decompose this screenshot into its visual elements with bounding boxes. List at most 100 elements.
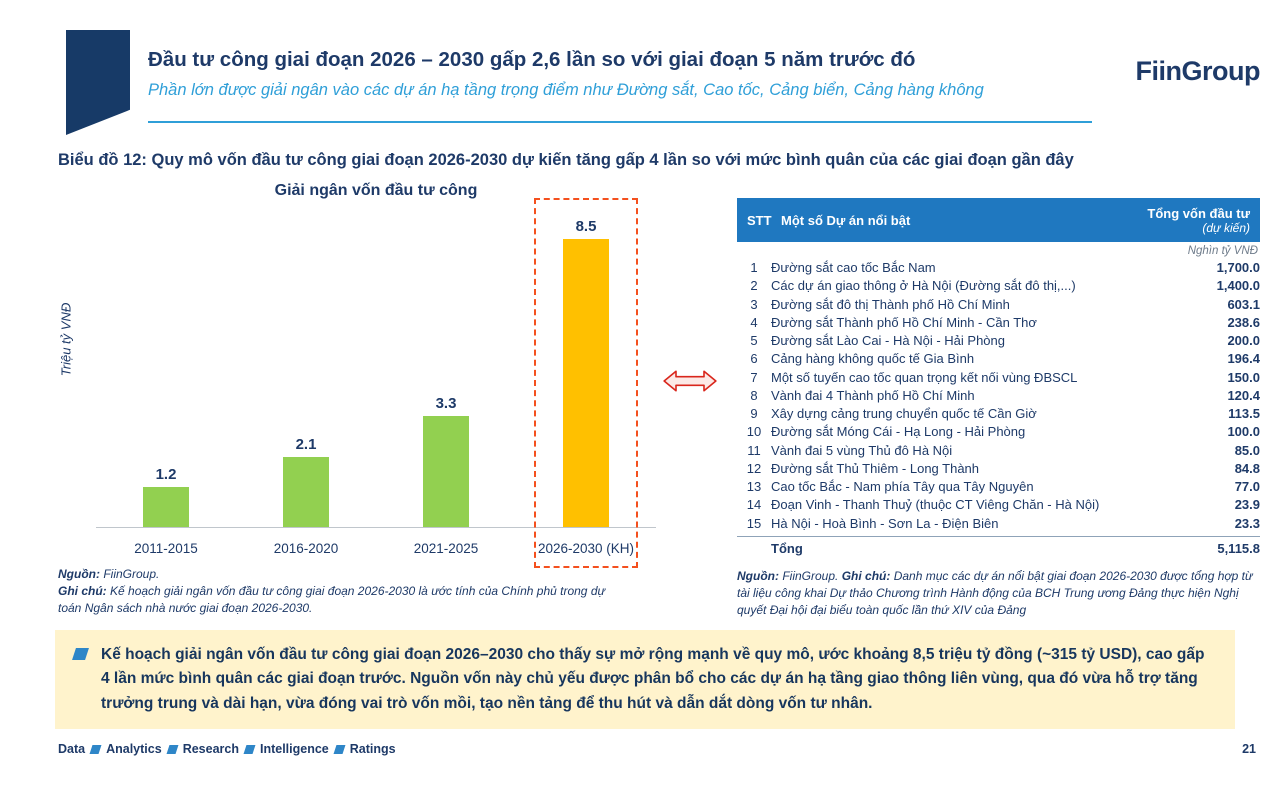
table-row: 15 Hà Nội - Hoà Bình - Sơn La - Điện Biên…	[737, 515, 1260, 533]
cell-value: 100.0	[1227, 424, 1260, 440]
bullet-flag-icon	[72, 648, 89, 660]
cell-value: 85.0	[1234, 442, 1260, 458]
footer-nav: Data Analytics Research Intelligence Ratings	[58, 742, 402, 756]
source-label: Nguồn:	[737, 569, 779, 583]
cell-project: Xây dựng cảng trung chuyển quốc tế Cần G…	[771, 406, 1037, 421]
table-header: STT Một số Dự án nổi bật Tổng vốn đầu tư…	[737, 198, 1260, 242]
page-title: Đầu tư công giai đoạn 2026 – 2030 gấp 2,…	[148, 48, 916, 71]
cell-stt: 4	[750, 314, 758, 330]
bar	[283, 457, 329, 528]
cell-stt: 11	[747, 442, 761, 458]
page-number: 21	[1242, 742, 1256, 756]
footer-item: Research	[182, 742, 239, 756]
summary-text: Kế hoạch giải ngân vốn đầu tư công giai …	[101, 646, 1205, 712]
footer-item: Analytics	[106, 742, 162, 756]
table-row: 13 Cao tốc Bắc - Nam phía Tây qua Tây Ngu…	[737, 478, 1260, 496]
cell-project: Cảng hàng không quốc tế Gia Bình	[771, 351, 975, 367]
bar-category-label: 2026-2030 (KH)	[537, 540, 635, 556]
cell-value: 196.4	[1227, 351, 1260, 367]
cell-value: 23.9	[1234, 497, 1260, 513]
cell-stt: 6	[750, 351, 758, 367]
table-row: 12 Đường sắt Thủ Thiêm - Long Thành 84.8	[737, 460, 1260, 478]
footer-item: Intelligence	[259, 742, 329, 756]
header-project: Một số Dự án nổi bật	[781, 212, 911, 228]
cell-project: Đoạn Vinh - Thanh Thuỷ (thuộc CT Viêng C…	[771, 497, 1100, 513]
total-value: 5,115.8	[1217, 540, 1260, 556]
cell-value: 113.5	[1228, 406, 1260, 421]
summary-box: Kế hoạch giải ngân vốn đầu tư công giai …	[55, 630, 1235, 730]
table-row: 7 Một số tuyến cao tốc quan trọng kết nối…	[737, 369, 1260, 387]
cell-value: 200.0	[1227, 333, 1260, 348]
cell-project: Vành đai 4 Thành phố Hồ Chí Minh	[771, 387, 975, 403]
table-row: 4 Đường sắt Thành phố Hồ Chí Minh - Cần T…	[737, 314, 1260, 332]
cell-value: 1,400.0	[1216, 278, 1260, 294]
cell-value: 77.0	[1234, 479, 1260, 494]
cell-stt: 3	[750, 296, 758, 312]
table-row: 2 Các dự án giao thông ở Hà Nội (Đường sắ…	[737, 277, 1260, 295]
cell-value: 1,700.0	[1216, 260, 1260, 275]
table-row: 9 Xây dựng cảng trung chuyển quốc tế Cần …	[737, 405, 1260, 423]
source-text: FiinGroup.	[778, 569, 842, 583]
bar-group: 1.2 2011-2015	[96, 214, 236, 562]
bar-group: 8.5 2026-2030 (KH)	[516, 214, 656, 562]
bar-category-label: 2011-2015	[134, 540, 198, 556]
cell-project: Đường sắt Thành phố Hồ Chí Minh - Cần Th…	[771, 314, 1037, 330]
table-row: 10 Đường sắt Móng Cái - Hạ Long - Hải Phò…	[737, 423, 1260, 441]
cell-project: Đường sắt Móng Cái - Hạ Long - Hải Phòng	[771, 424, 1026, 440]
source-note-left: Nguồn: FiinGroup. Ghi chú: Kế hoạch giải…	[58, 566, 618, 617]
bar	[143, 487, 189, 528]
cell-value: 238.6	[1227, 314, 1260, 330]
cell-project: Các dự án giao thông ở Hà Nội (Đường sắt…	[771, 278, 1076, 294]
bar-value-label: 8.5	[575, 218, 597, 235]
cell-value: 603.1	[1227, 296, 1260, 312]
header-flag-decoration	[66, 30, 130, 135]
cell-value: 120.4	[1227, 387, 1260, 403]
cell-value: 23.3	[1234, 515, 1260, 531]
cell-value: 84.8	[1234, 460, 1260, 476]
source-text: FiinGroup.	[99, 567, 160, 581]
bar	[563, 239, 609, 528]
header: Đầu tư công giai đoạn 2026 – 2030 gấp 2,…	[148, 48, 1108, 100]
cell-project: Đường sắt đô thị Thành phố Hồ Chí Minh	[771, 296, 1010, 312]
cell-project: Đường sắt Thủ Thiêm - Long Thành	[771, 460, 980, 476]
footer-separator-icon	[243, 744, 256, 754]
footer-separator-icon	[166, 744, 179, 754]
note-label: Ghi chú:	[841, 569, 891, 583]
table-total-row: Tổng 5,115.8	[737, 535, 1260, 556]
footer-item: Ratings	[349, 742, 396, 756]
header-value: Tổng vốn đầu tư (dự kiến)	[1140, 206, 1250, 235]
cell-stt: 2	[750, 278, 758, 294]
cell-stt: 15	[746, 515, 762, 531]
cell-stt: 7	[750, 369, 758, 385]
double-arrow-icon	[662, 366, 718, 396]
note-label: Ghi chú:	[58, 584, 107, 599]
table-row: 6 Cảng hàng không quốc tế Gia Bình 196.4	[737, 350, 1260, 368]
cell-project: Vành đai 5 vùng Thủ đô Hà Nội	[771, 442, 953, 458]
bar-value-label: 2.1	[295, 436, 317, 453]
header-stt: STT	[747, 212, 772, 228]
source-line: Nguồn: FiinGroup.	[58, 566, 618, 583]
footer-separator-icon	[89, 744, 102, 754]
cell-stt: 9	[750, 406, 758, 421]
source-label: Nguồn:	[58, 567, 100, 581]
cell-stt: 13	[746, 479, 762, 494]
cell-project: Đường sắt Lào Cai - Hà Nội - Hải Phòng	[771, 333, 1005, 348]
bar-value-label: 1.2	[155, 466, 177, 483]
note-text: Kế hoạch giải ngân vốn đầu tư công giai …	[58, 584, 606, 616]
bar-chart: Triệu tỷ VNĐ Giải ngân vốn đầu tư công 1…	[59, 182, 663, 568]
total-stt-spacer	[737, 541, 771, 556]
note-line: Ghi chú: Kế hoạch giải ngân vốn đầu tư c…	[58, 583, 618, 617]
header-divider	[148, 121, 1092, 123]
cell-stt: 12	[746, 460, 762, 476]
bar-value-label: 3.3	[435, 395, 457, 412]
projects-table: STT Một số Dự án nổi bật Tổng vốn đầu tư…	[737, 198, 1260, 556]
cell-stt: 5	[750, 333, 758, 348]
bar-group: 3.3 2021-2025	[376, 214, 516, 562]
bar-group: 2.1 2016-2020	[236, 214, 376, 562]
cell-stt: 14	[746, 497, 762, 513]
chart-title: Giải ngân vốn đầu tư công	[274, 182, 478, 199]
bar	[423, 416, 469, 528]
cell-project: Một số tuyến cao tốc quan trọng kết nối …	[771, 369, 1078, 385]
table-row: 3 Đường sắt đô thị Thành phố Hồ Chí Minh 6…	[737, 296, 1260, 314]
